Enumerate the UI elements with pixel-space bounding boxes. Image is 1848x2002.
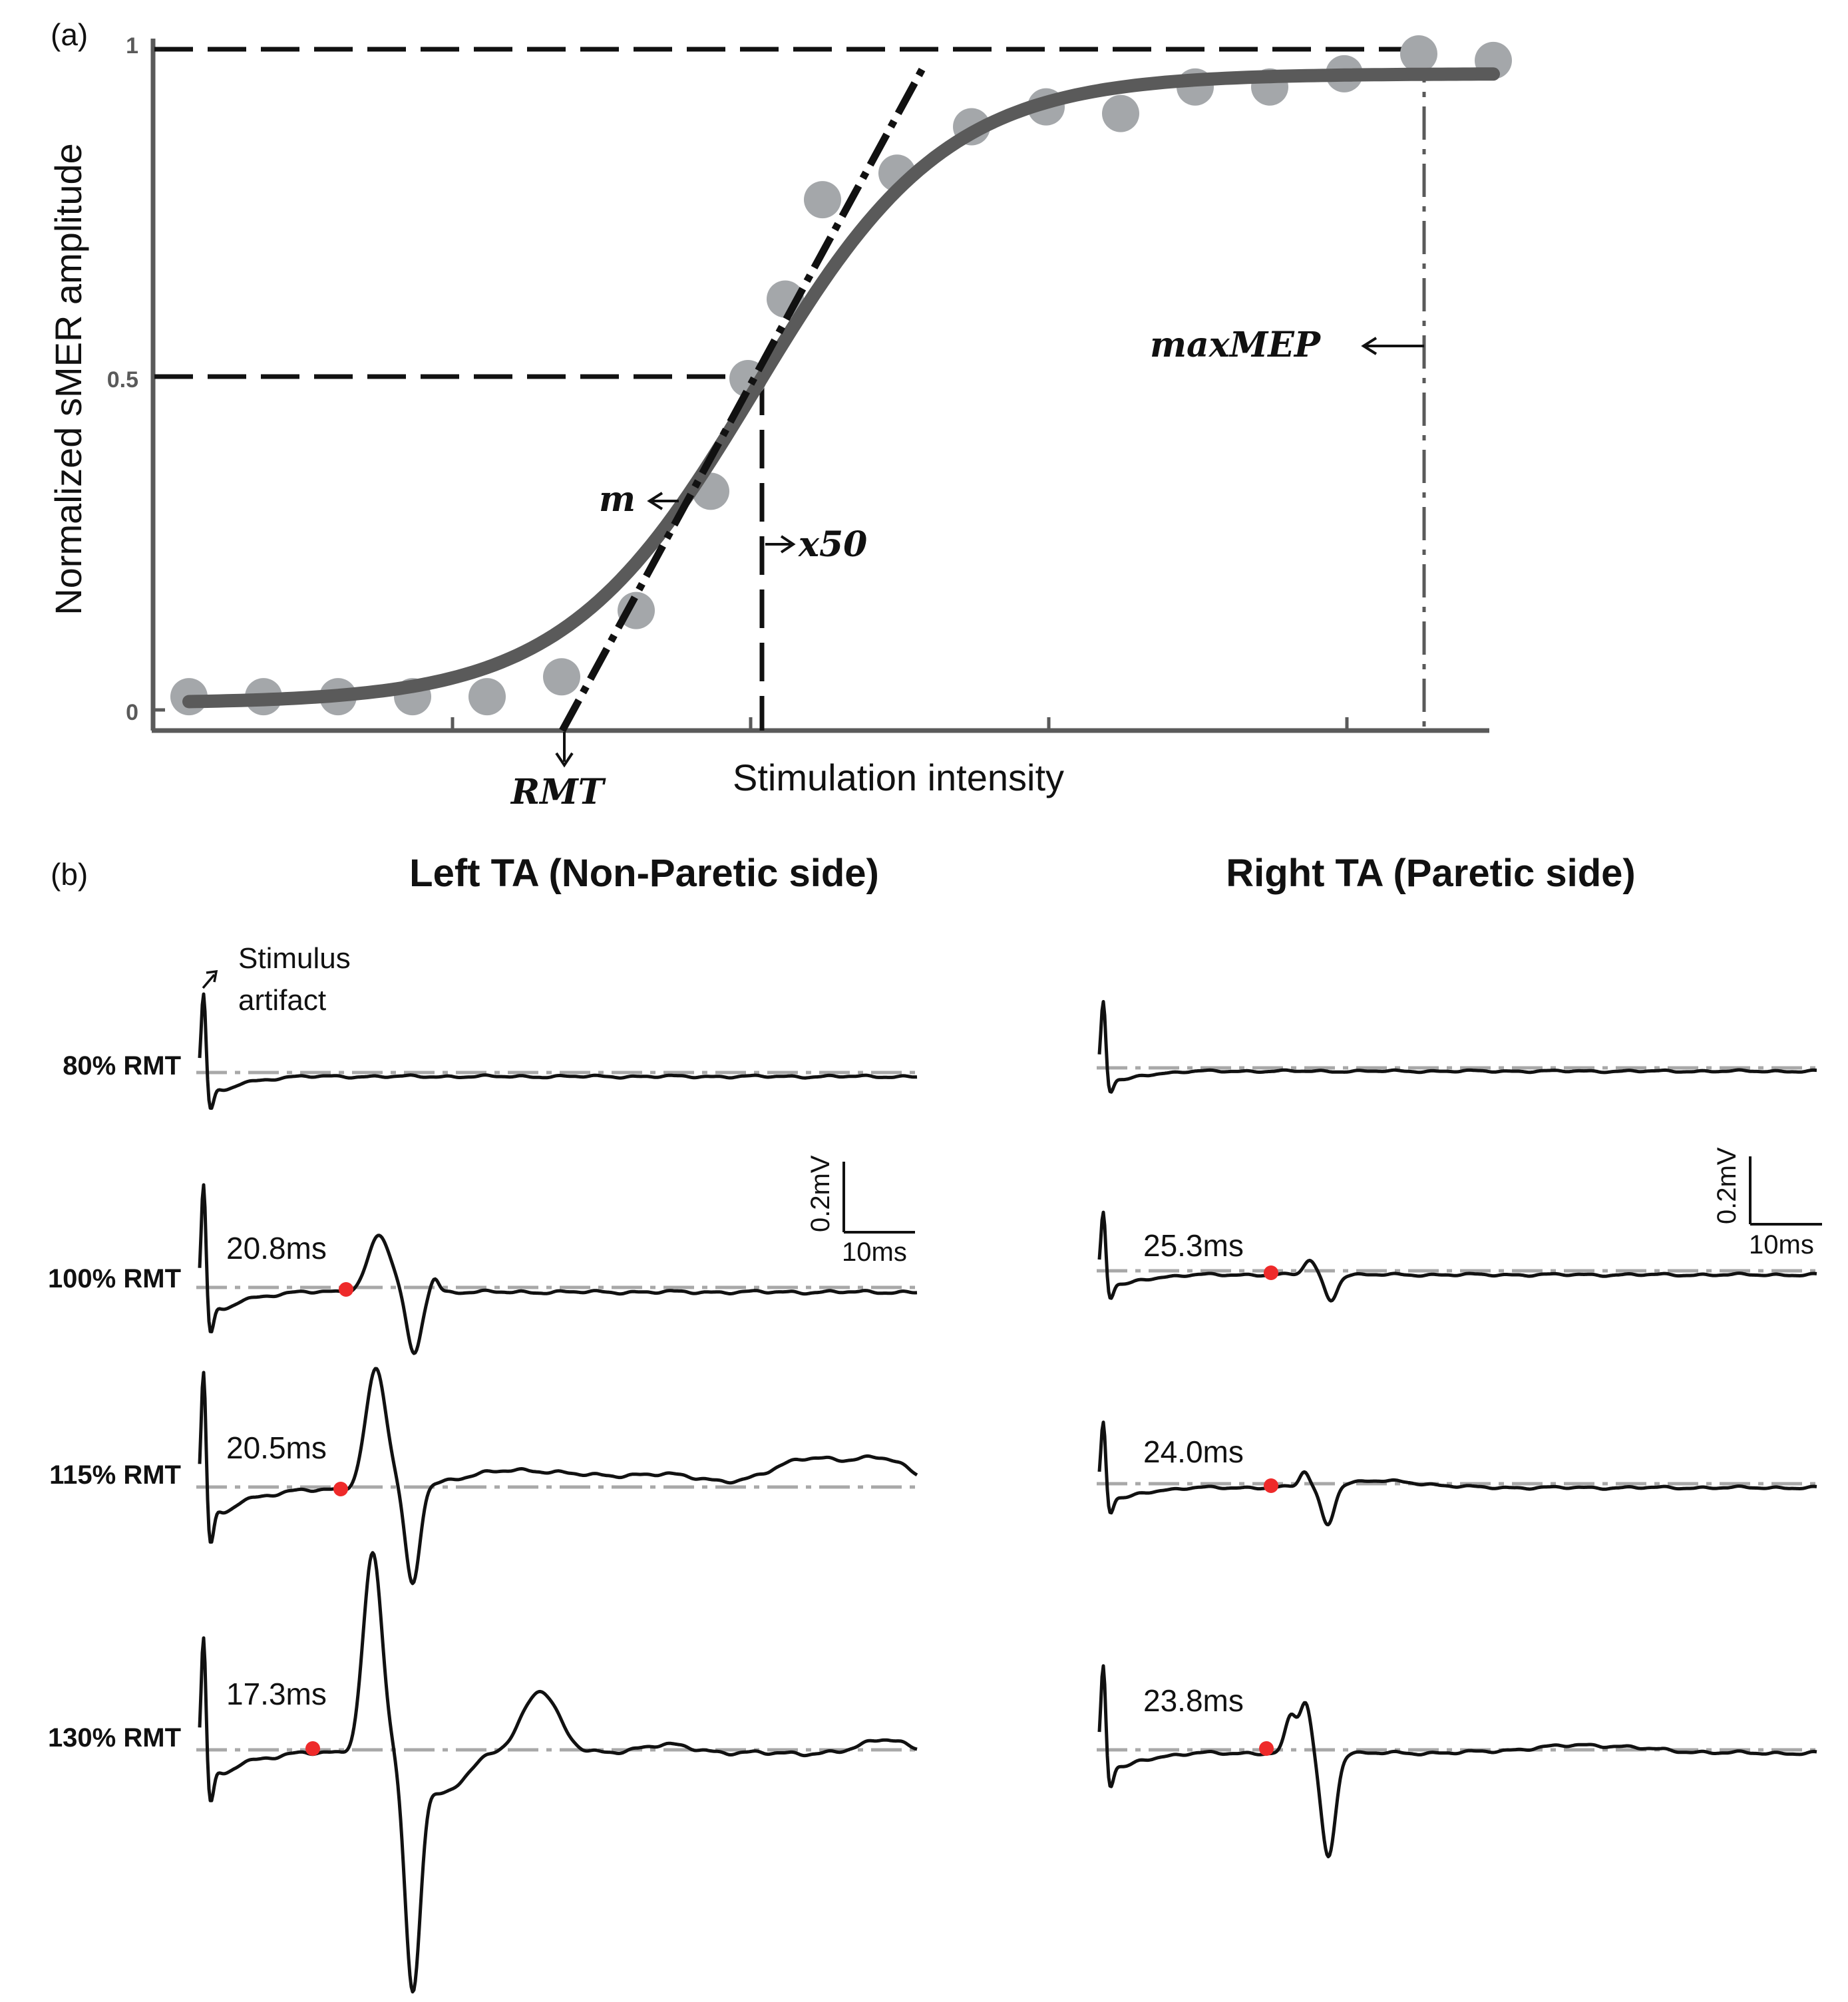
- y-tick-label-0: 0: [126, 700, 138, 725]
- data-point: [1400, 35, 1437, 73]
- data-point: [468, 678, 506, 716]
- right-scale-amplitude: 0.2mV: [1712, 1147, 1742, 1224]
- panel-a: (a) 0 0.5 1 Normalized sMER amplitude St…: [47, 17, 1512, 812]
- rmt-label: RMT: [510, 772, 606, 812]
- m-label: m: [599, 479, 636, 520]
- right-latency-130: 23.8ms: [1143, 1683, 1244, 1718]
- right-onset-dot-130: [1259, 1741, 1274, 1756]
- stimulus-label-line1: Stimulus: [238, 942, 351, 975]
- right-trace-115: [1097, 1420, 1817, 1527]
- panel-a-label: (a): [51, 17, 88, 52]
- y-tick-label-1: 1: [126, 33, 138, 59]
- data-point: [543, 658, 580, 696]
- data-point: [618, 591, 655, 629]
- panel-b: (b) Left TA (Non-Paretic side) Right TA …: [48, 852, 1822, 1994]
- left-trace-115: [198, 1367, 918, 1585]
- panel-b-label: (b): [51, 857, 88, 892]
- left-trace-80: [198, 992, 918, 1110]
- x50-arrow: [765, 535, 796, 554]
- right-trace-130: [1097, 1664, 1817, 1859]
- right-onset-dot-115: [1264, 1478, 1278, 1493]
- slope-tangent-line: [559, 65, 927, 733]
- right-trace-80: [1097, 1000, 1817, 1094]
- data-point: [804, 181, 841, 219]
- left-latency-115: 20.5ms: [226, 1430, 327, 1465]
- right-scale-bar: [1749, 1156, 1822, 1226]
- y-tick-label-05: 0.5: [107, 367, 138, 393]
- right-scale-time: 10ms: [1749, 1230, 1814, 1259]
- y-axis-label: Normalized sMER amplitude: [47, 143, 89, 615]
- sigmoid-fit-curve: [182, 67, 1500, 709]
- left-scale-bar: [842, 1162, 915, 1234]
- row-label-80: 80% RMT: [63, 1051, 181, 1081]
- left-scale-amplitude: 0.2mV: [806, 1155, 835, 1232]
- left-trace-130: [198, 1551, 918, 1994]
- x50-label: x50: [798, 524, 867, 565]
- data-point: [1102, 94, 1139, 132]
- right-trace-100: [1097, 1210, 1817, 1303]
- left-latency-130: 17.3ms: [226, 1677, 327, 1711]
- stimulus-label-line2: artifact: [238, 984, 326, 1017]
- right-latency-100: 25.3ms: [1143, 1228, 1244, 1263]
- right-ta-title: Right TA (Paretic side): [1226, 852, 1636, 895]
- right-onset-dot-100: [1264, 1265, 1278, 1280]
- left-onset-dot-130: [305, 1741, 320, 1756]
- x-axis-label: Stimulation intensity: [733, 756, 1064, 798]
- left-latency-100: 20.8ms: [226, 1231, 327, 1265]
- rmt-arrow: [555, 732, 574, 768]
- left-scale-time: 10ms: [842, 1238, 907, 1267]
- left-trace-100: [198, 1183, 918, 1355]
- row-label-130: 130% RMT: [48, 1723, 181, 1752]
- stimulus-artifact-arrow: [202, 969, 218, 989]
- left-onset-dot-100: [339, 1282, 353, 1297]
- left-ta-title: Left TA (Non-Paretic side): [409, 852, 879, 895]
- row-label-100: 100% RMT: [48, 1264, 181, 1293]
- right-latency-115: 24.0ms: [1143, 1434, 1244, 1469]
- maxmep-arrow: [1361, 337, 1424, 355]
- left-onset-dot-115: [333, 1482, 348, 1496]
- row-label-115: 115% RMT: [49, 1460, 181, 1490]
- maxmep-label: maxMEP: [1150, 325, 1322, 365]
- m-arrow: [647, 492, 679, 510]
